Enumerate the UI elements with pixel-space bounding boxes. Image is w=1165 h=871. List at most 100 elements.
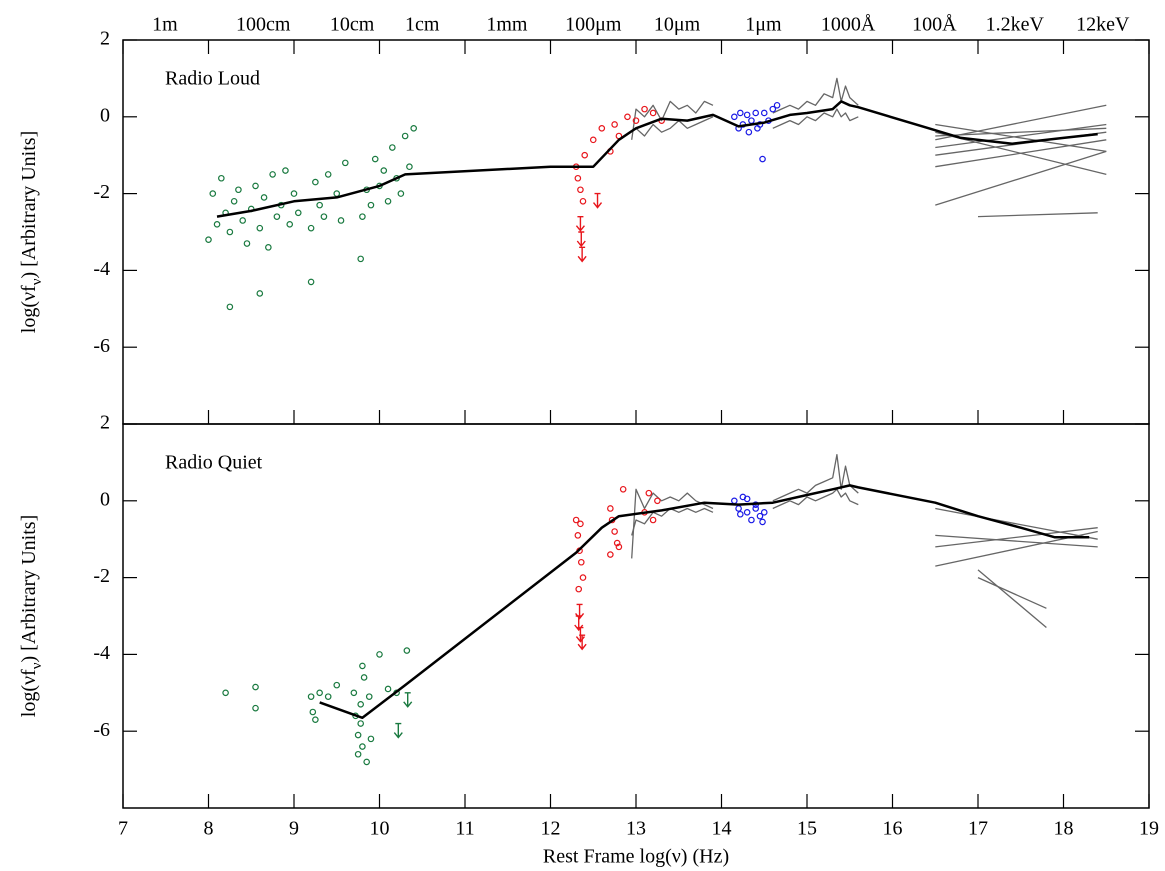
top-axis-label: 100cm	[236, 14, 291, 36]
data-point	[341, 159, 349, 167]
x-tick-label: 13	[626, 818, 646, 840]
top-axis-label: 1000Å	[821, 14, 876, 36]
data-point	[731, 113, 738, 121]
data-point	[401, 132, 409, 140]
data-point	[307, 224, 315, 232]
data-point	[357, 701, 364, 708]
data-point	[735, 505, 742, 512]
sed-line	[935, 527, 1098, 548]
data-point	[360, 674, 368, 681]
x-axis-label: Rest Frame log(ν) (Hz)	[543, 846, 729, 868]
top-axis-label: 100μm	[565, 14, 622, 36]
data-point	[745, 128, 753, 136]
data-point	[759, 155, 766, 163]
data-point	[235, 186, 242, 194]
data-point	[286, 221, 294, 228]
sed-line	[935, 150, 1107, 206]
sed-line	[772, 77, 859, 114]
data-point	[230, 197, 238, 205]
y-tick-label: -4	[93, 258, 110, 280]
sed-line	[319, 484, 1090, 720]
data-point	[574, 532, 582, 539]
data-point	[760, 509, 768, 516]
data-point	[365, 693, 373, 700]
data-point	[363, 758, 370, 766]
data-point	[731, 497, 738, 505]
data-point	[273, 213, 281, 220]
data-point	[226, 228, 234, 236]
data-point	[226, 303, 234, 311]
data-point	[256, 290, 264, 297]
data-point	[359, 662, 366, 670]
data-point	[320, 213, 328, 220]
data-point	[316, 201, 323, 209]
data-point	[389, 144, 396, 151]
x-tick-label: 14	[712, 818, 732, 840]
data-point	[337, 217, 345, 224]
data-point	[581, 151, 589, 159]
data-point	[403, 647, 411, 654]
x-tick-label: 10	[370, 818, 390, 840]
data-point	[756, 512, 764, 520]
panel-frame	[122, 423, 1150, 809]
x-tick-label: 19	[1139, 818, 1159, 840]
top-axis-label: 1.2keV	[986, 14, 1045, 36]
data-point	[748, 117, 755, 124]
data-point	[613, 539, 621, 547]
data-point	[574, 174, 582, 182]
data-point	[589, 136, 597, 144]
x-tick-label: 18	[1054, 818, 1074, 840]
x-tick-label: 11	[455, 818, 474, 840]
data-point	[367, 201, 375, 209]
y-tick-label: -6	[93, 719, 110, 741]
panel-label: Radio Quiet	[165, 452, 263, 474]
sed-line	[631, 100, 714, 140]
sed-line	[216, 100, 1098, 218]
top-axis-label: 10μm	[654, 14, 701, 36]
data-point	[384, 197, 392, 205]
data-point	[760, 109, 768, 117]
data-point	[645, 489, 653, 497]
data-point	[752, 505, 760, 512]
sed-line	[772, 108, 859, 129]
x-tick-label: 12	[541, 818, 561, 840]
data-point	[312, 178, 319, 186]
x-tick-label: 17	[968, 818, 988, 840]
data-point	[350, 689, 358, 697]
data-point	[384, 685, 392, 693]
sed-line	[935, 123, 1107, 149]
panel-frame	[122, 39, 1150, 425]
data-point	[752, 109, 760, 117]
data-point	[743, 111, 751, 119]
data-point	[333, 190, 341, 197]
data-point	[410, 125, 418, 132]
data-point	[252, 182, 259, 190]
sed-line	[631, 488, 714, 559]
data-point	[265, 244, 272, 251]
upper-limit	[393, 722, 403, 739]
top-axis-label: 10cm	[330, 14, 375, 36]
data-point	[209, 190, 217, 197]
data-point	[260, 194, 268, 201]
data-point	[367, 735, 375, 743]
data-point	[611, 121, 618, 128]
data-point	[354, 750, 362, 758]
sed-line	[977, 577, 1047, 609]
upper-limit	[576, 231, 586, 248]
y-axis-label-part: ) [Arbitrary Units]	[18, 515, 40, 663]
data-point	[598, 125, 606, 132]
top-axis-label: 100Å	[912, 14, 957, 36]
sed-line	[935, 104, 1107, 141]
y-tick-label: -2	[93, 181, 110, 203]
top-axis-label: 1μm	[745, 14, 782, 36]
sed-line	[631, 116, 714, 137]
x-tick-label: 7	[118, 818, 128, 840]
data-point	[290, 190, 298, 197]
data-point	[380, 167, 388, 174]
data-point	[641, 105, 648, 113]
data-point	[743, 509, 751, 516]
y-axis-label-part: log(νf	[18, 669, 40, 717]
data-point	[269, 171, 276, 178]
data-point	[632, 117, 640, 124]
